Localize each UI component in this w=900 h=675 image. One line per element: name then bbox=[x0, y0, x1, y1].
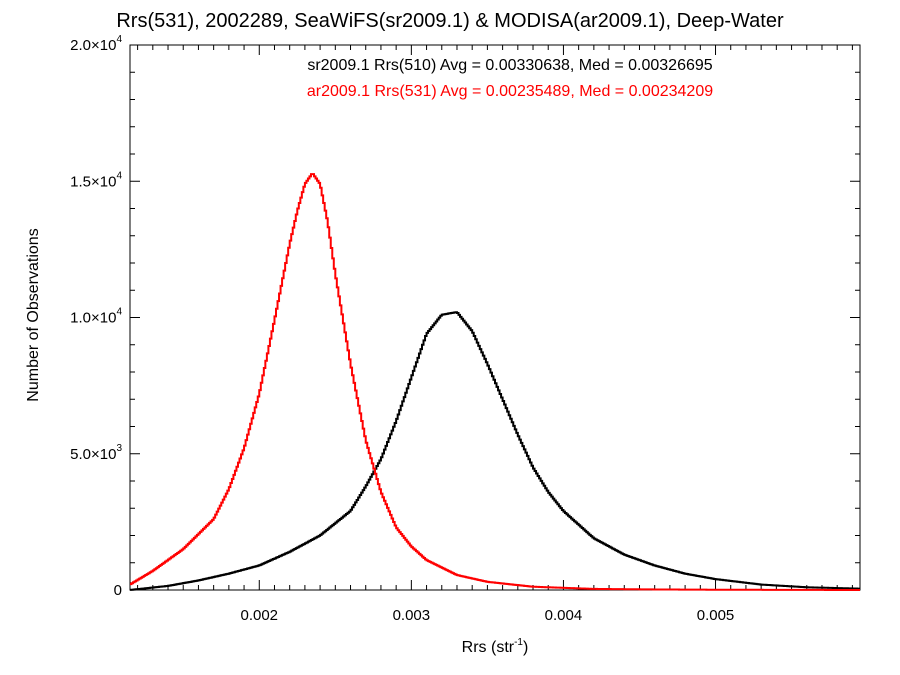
y-tick-label-4: 2.0×104 bbox=[70, 34, 122, 54]
x-tick-label-2: 0.004 bbox=[545, 607, 583, 624]
series-lines bbox=[130, 173, 860, 591]
axis-ticks: 0.002 0.003 0.004 0.005 0 5.0×103 1.0×104 1.5×1… bbox=[70, 34, 860, 624]
y-tick-label-1: 5.0×103 bbox=[70, 443, 122, 463]
x-axis-label: Rrs (str-1) bbox=[462, 637, 529, 656]
y-tick-label-0: 0 bbox=[114, 582, 122, 599]
series-line-1 bbox=[130, 173, 860, 591]
x-tick-label-0: 0.002 bbox=[240, 607, 278, 624]
y-tick-label-2: 1.0×104 bbox=[70, 307, 122, 327]
series-line-0 bbox=[130, 311, 860, 591]
chart-title: Rrs(531), 2002289, SeaWiFS(sr2009.1) & M… bbox=[116, 10, 784, 32]
x-tick-label-1: 0.003 bbox=[393, 607, 431, 624]
y-axis-label: Number of Observations bbox=[25, 228, 42, 401]
x-axis-label-base: Rrs (str bbox=[462, 639, 515, 656]
x-axis-label-sup: -1 bbox=[514, 637, 523, 648]
y-tick-label-3: 1.5×104 bbox=[70, 170, 122, 190]
x-axis-label-close: ) bbox=[523, 639, 528, 656]
annotation-black: sr2009.1 Rrs(510) Avg = 0.00330638, Med … bbox=[307, 57, 712, 74]
annotation-red: ar2009.1 Rrs(531) Avg = 0.00235489, Med … bbox=[307, 83, 713, 100]
x-tick-label-3: 0.005 bbox=[697, 607, 735, 624]
plot-frame-group bbox=[129, 44, 861, 591]
plot-frame bbox=[129, 44, 861, 591]
